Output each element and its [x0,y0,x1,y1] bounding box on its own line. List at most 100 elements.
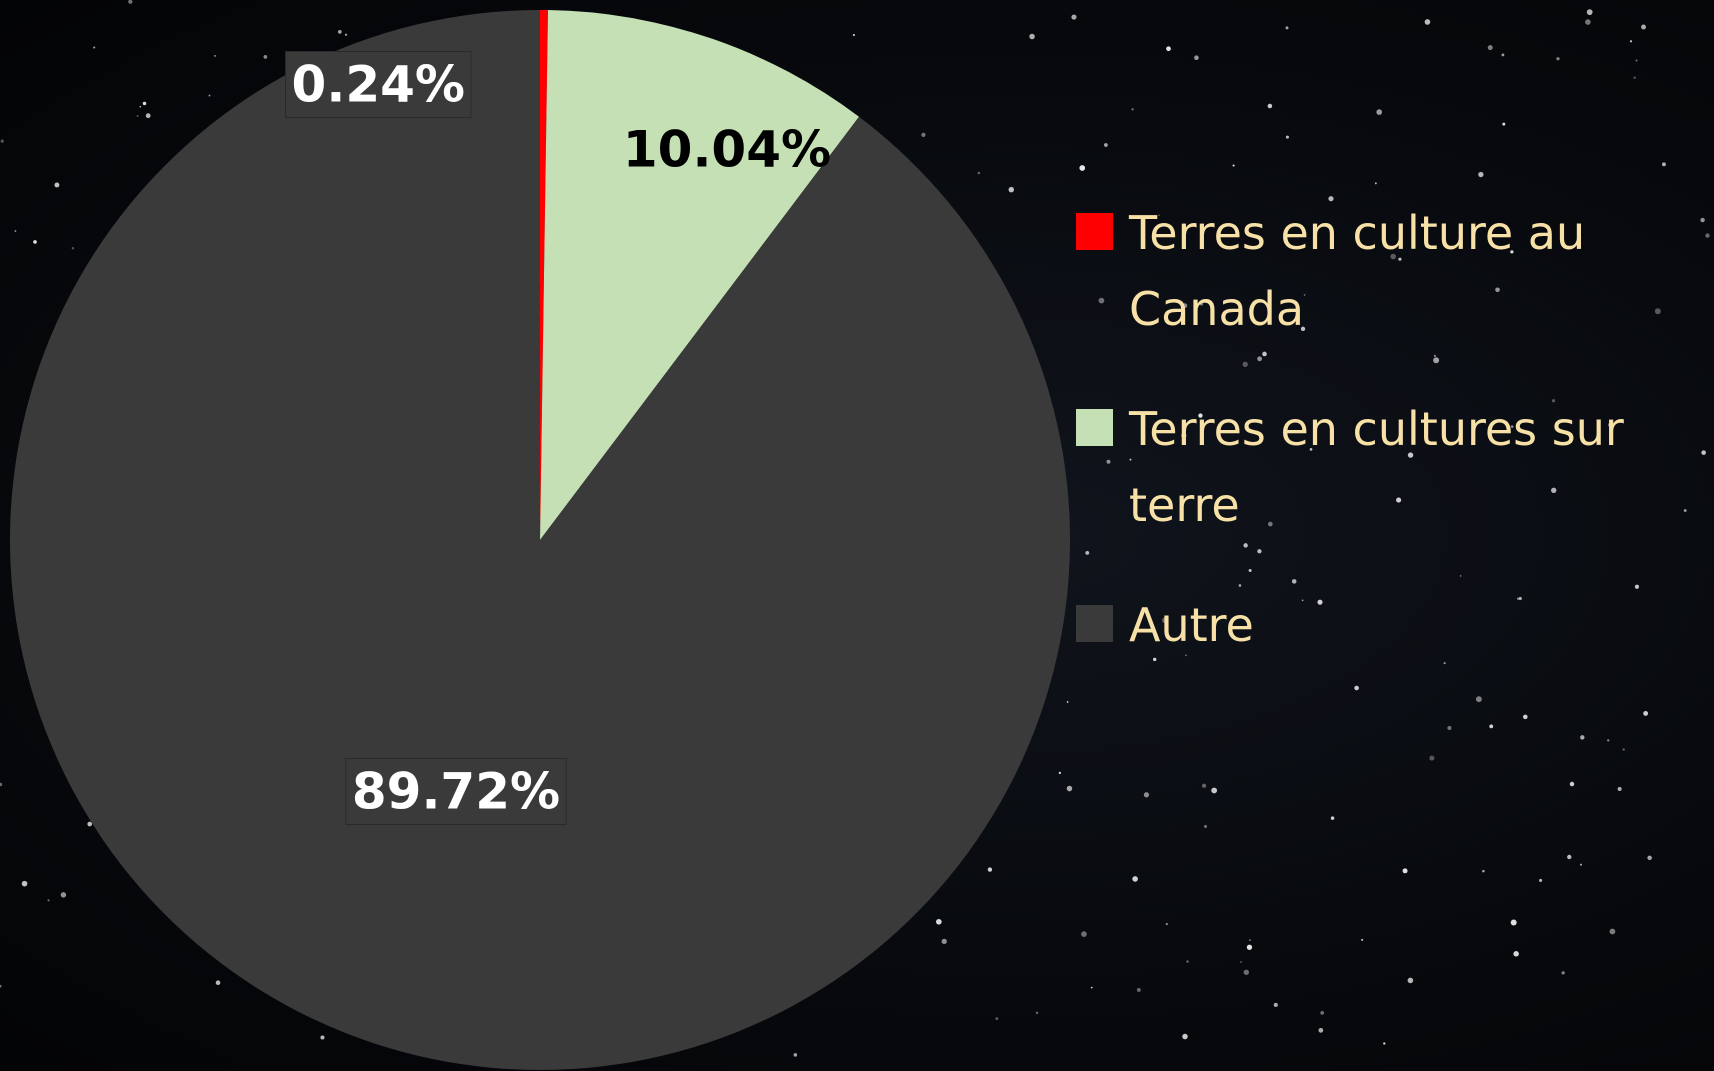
star [1403,868,1408,873]
star [1502,123,1505,126]
star [0,985,2,988]
star [72,247,74,249]
star [1182,1034,1188,1040]
data-label: 89.72% [352,763,560,821]
star [1244,970,1249,975]
star [1425,19,1431,25]
star [1376,109,1382,115]
star [1166,923,1168,925]
star [1570,782,1574,786]
star [1104,143,1108,147]
star [209,95,211,97]
star [1211,788,1217,794]
star [1286,26,1289,29]
star [1071,14,1076,19]
star [1489,724,1493,728]
star [0,783,2,786]
star [54,183,59,188]
star [1641,25,1646,30]
star [146,113,151,118]
star [1081,931,1087,937]
legend-item: Autre [1076,587,1706,663]
star [1562,971,1565,974]
legend-item: Terres en cultures sur terre [1076,391,1706,543]
slide: 0.24%10.04%89.72% Terres en culture au C… [0,0,1714,1071]
star [1204,825,1207,828]
legend-item: Terres en culture au Canada [1076,195,1706,347]
star [1240,961,1242,963]
star [128,0,132,4]
star [794,1053,798,1057]
star [1249,939,1251,941]
star [1488,45,1493,50]
legend-label: Autre [1129,587,1254,663]
star [1587,9,1593,15]
star [1067,701,1069,703]
star [1662,162,1666,166]
legend: Terres en culture au Canada Terres en cul… [1076,195,1706,707]
star [338,30,342,34]
star [1580,735,1584,739]
star [320,1035,324,1039]
star [936,919,942,925]
star [853,34,855,36]
star [921,133,925,137]
star [61,892,66,897]
star [1233,164,1235,166]
star [216,980,221,985]
star [1331,816,1335,820]
star [1408,978,1414,984]
star [1647,856,1652,861]
star [1166,46,1171,51]
star [137,115,139,117]
star [1036,1012,1038,1014]
star [1131,108,1133,110]
star [1643,711,1648,716]
legend-swatch [1076,605,1113,642]
star [1318,1028,1323,1033]
star [1202,784,1206,788]
star [1383,1042,1385,1044]
star [143,102,146,105]
star [1482,870,1485,873]
star [15,230,17,232]
star [1361,939,1363,941]
legend-swatch [1076,409,1113,446]
star [93,47,95,49]
star [1144,792,1149,797]
star [1523,715,1528,720]
star [1132,876,1138,882]
star [139,106,141,108]
legend-swatch [1076,213,1113,250]
pie [10,10,1070,1070]
star [995,1017,998,1020]
star [1556,57,1559,60]
star [1375,182,1377,184]
star [1618,787,1622,791]
star [1067,786,1073,792]
legend-label: Terres en culture au Canada [1129,195,1706,347]
star [1610,929,1616,935]
star [1633,77,1635,79]
star [1539,879,1542,882]
star [1623,748,1625,750]
star [942,939,947,944]
star [87,822,92,827]
star [47,899,49,901]
star [978,172,981,175]
star [1274,1003,1278,1007]
star [1268,104,1273,109]
star [1585,19,1591,25]
star [1247,945,1252,950]
star [1567,855,1571,859]
star [1029,34,1035,40]
star [1580,864,1582,866]
star [1194,55,1199,60]
star [1511,920,1517,926]
star [1137,988,1141,992]
legend-label: Terres en cultures sur terre [1129,391,1706,543]
star [1320,1011,1324,1015]
star [22,881,28,887]
star [33,240,37,244]
star [214,55,216,57]
